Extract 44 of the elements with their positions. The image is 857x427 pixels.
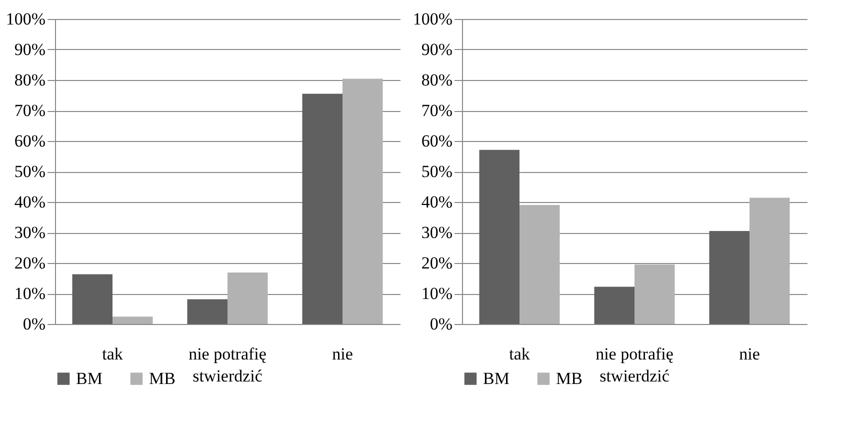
x-tick-label: nie potrafię stwierdzić — [596, 344, 674, 386]
bar — [228, 272, 268, 324]
legend-label: MB — [149, 368, 176, 388]
y-tick-label: 10% — [14, 284, 46, 303]
y-tick-label: 50% — [421, 162, 452, 181]
y-tick-label: 20% — [421, 254, 452, 272]
y-tick-label: 80% — [14, 70, 46, 90]
y-tick-label: 100% — [6, 10, 46, 28]
bar — [750, 198, 790, 324]
y-tick-label: 70% — [14, 101, 46, 120]
legend-label: BM — [483, 368, 510, 388]
x-tick-label: nie potrafię stwierdzić — [188, 344, 266, 386]
y-tick-label: 50% — [14, 162, 46, 181]
y-tick-label: 90% — [14, 40, 46, 59]
y-tick-label: 30% — [421, 223, 452, 242]
y-tick-label: 40% — [421, 192, 452, 212]
bar — [709, 230, 750, 324]
y-tick-label: 90% — [421, 40, 452, 59]
legend-label: BM — [76, 368, 102, 388]
y-tick-label: 10% — [421, 284, 452, 303]
bar — [187, 299, 228, 324]
bar — [594, 286, 634, 324]
bar — [520, 205, 560, 324]
x-tick-label: tak — [102, 344, 124, 364]
y-tick-label: 0% — [430, 314, 452, 334]
y-tick-label: 40% — [14, 192, 46, 212]
y-tick-label: 70% — [421, 101, 452, 120]
x-tick-label: tak — [509, 344, 530, 364]
y-tick-label: 80% — [421, 70, 452, 90]
y-tick-label: 60% — [421, 132, 452, 150]
y-tick-label: 60% — [14, 132, 46, 150]
bar — [342, 78, 383, 324]
y-tick-label: 100% — [412, 10, 452, 28]
y-tick-label: 30% — [14, 223, 46, 242]
y-tick-label: 20% — [14, 254, 46, 272]
bar — [112, 316, 153, 324]
bar — [72, 274, 112, 324]
bar — [634, 264, 675, 324]
y-tick-label: 0% — [22, 314, 46, 334]
x-tick-label: nie — [332, 344, 353, 364]
x-tick-label: nie — [739, 344, 760, 364]
bar — [302, 94, 342, 324]
legend-label: MB — [556, 368, 582, 388]
bar — [479, 150, 520, 324]
